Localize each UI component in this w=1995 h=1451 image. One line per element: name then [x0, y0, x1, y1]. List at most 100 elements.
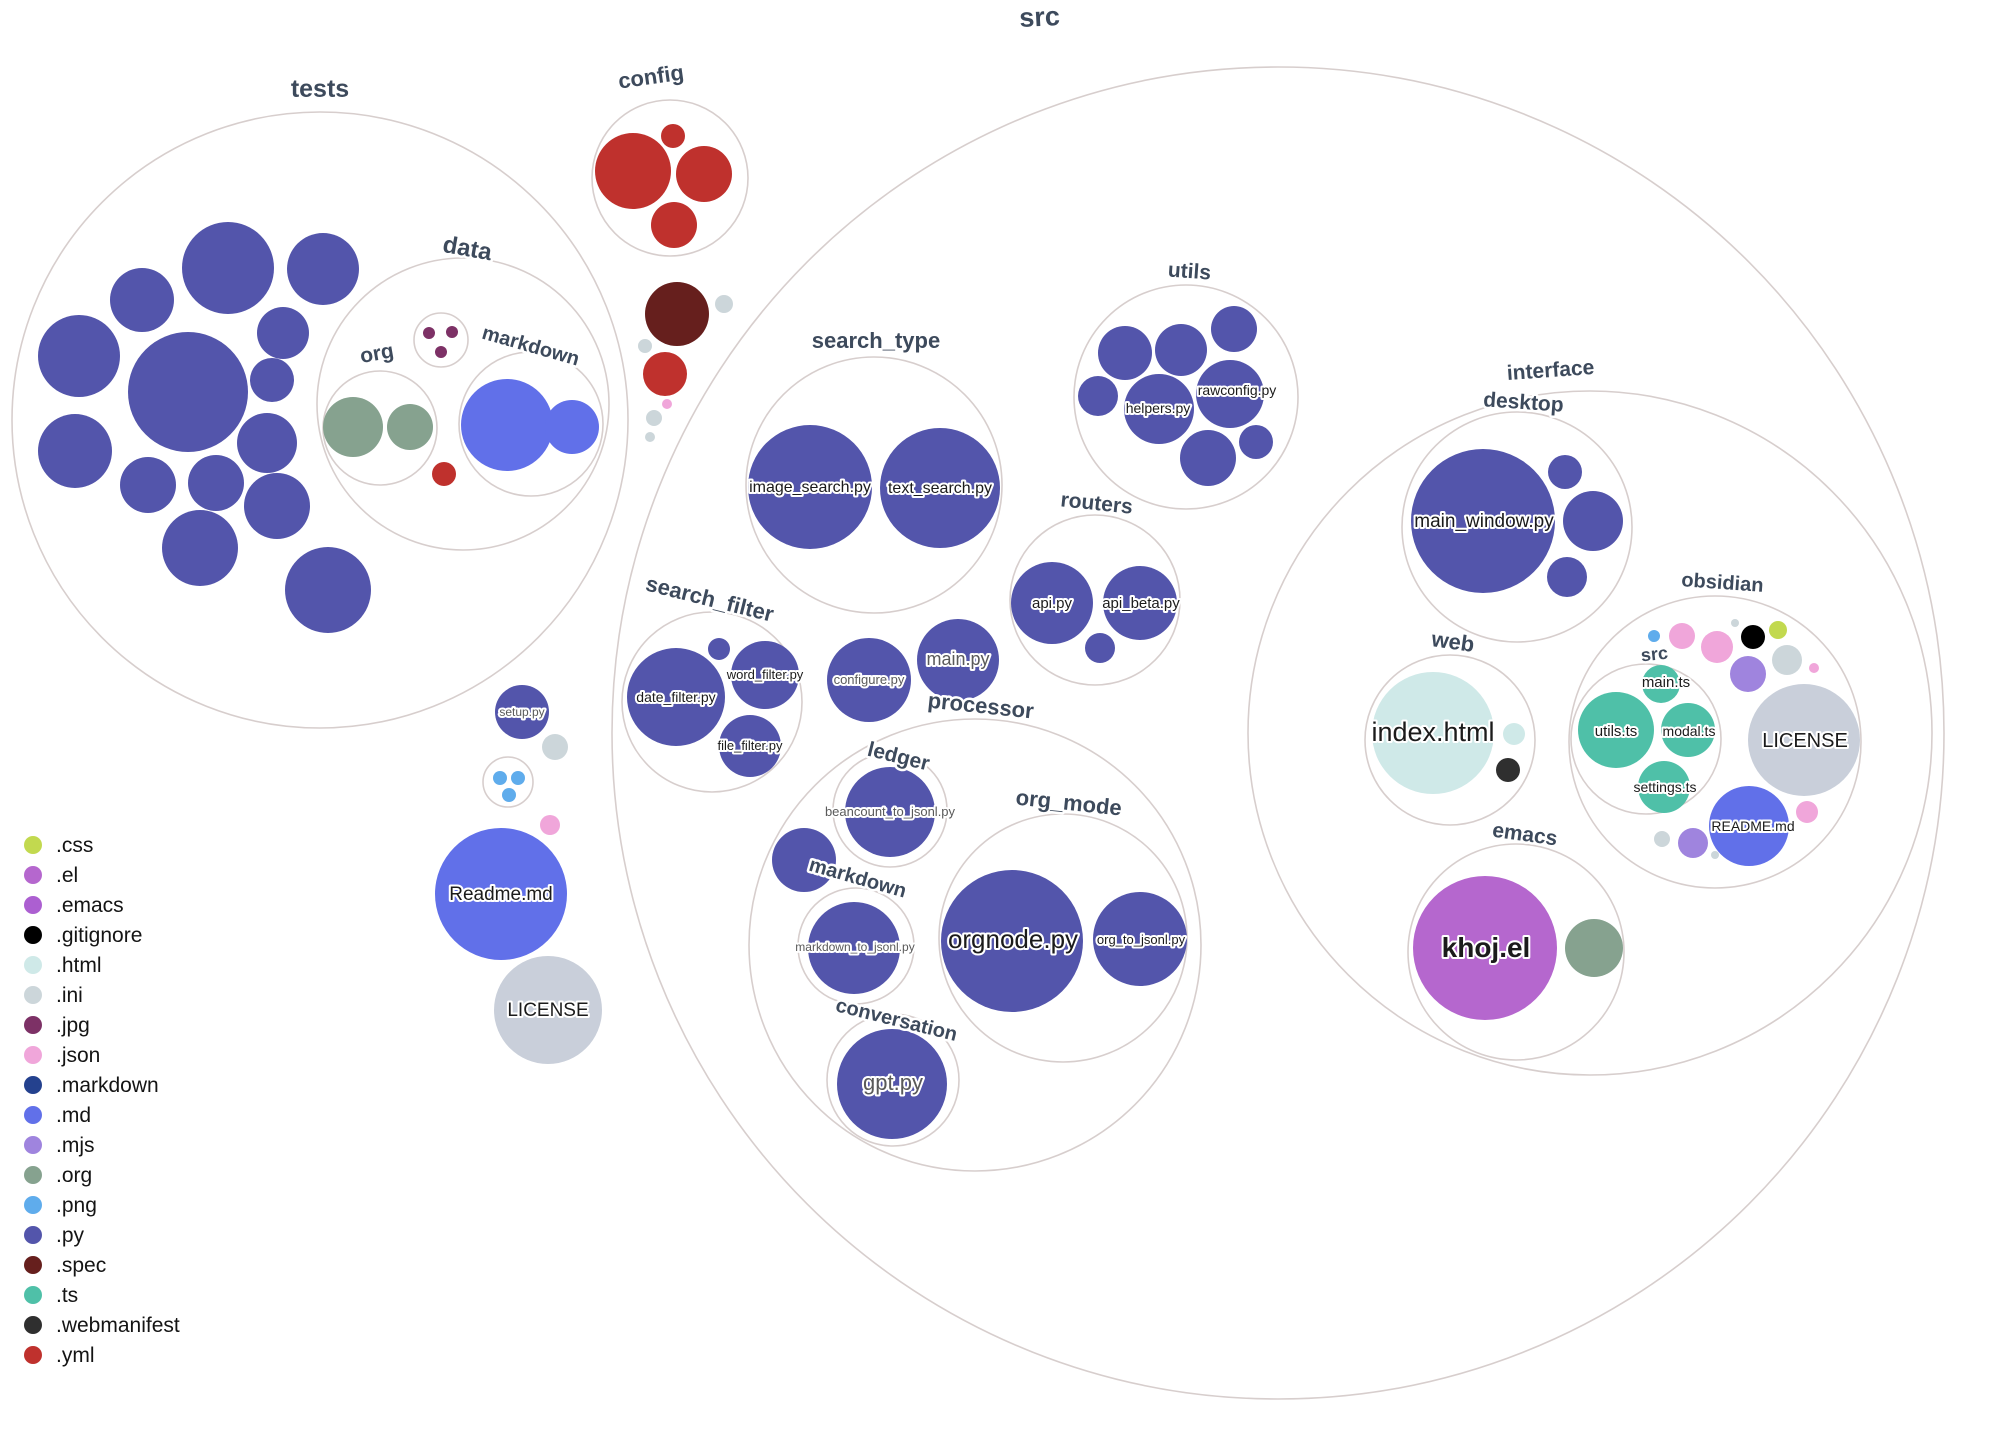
file-circle-jpg — [446, 326, 458, 338]
legend-label-gitignore: .gitignore — [56, 924, 142, 947]
legend-label-yml: .yml — [56, 1344, 95, 1367]
folder-label-src: src — [1018, 1, 1060, 33]
legend-swatch-yml — [24, 1346, 42, 1364]
file-label-configure-py: configure.py — [834, 672, 905, 687]
file-circle-org — [387, 404, 433, 450]
file-circle-json — [1796, 801, 1818, 823]
legend-label-ts: .ts — [56, 1284, 78, 1307]
legend-label-md: .md — [56, 1104, 91, 1127]
file-circle-main-py — [917, 619, 999, 701]
file-circle-ini — [645, 432, 655, 442]
extension-legend: .css .el .emacs .gitignore .html .ini .j… — [24, 834, 180, 1367]
file-circle-py — [1239, 425, 1273, 459]
file-label-word-filter-py: word_filter.py — [726, 667, 804, 682]
file-circle-khoj-el — [1413, 876, 1557, 1020]
file-label-setup-py: setup.py — [499, 705, 544, 719]
legend-swatch-ini — [24, 986, 42, 1004]
legend-swatch-json — [24, 1046, 42, 1064]
file-circle-py — [162, 510, 238, 586]
file-circle-py — [1547, 557, 1587, 597]
legend-swatch-webmanifest — [24, 1316, 42, 1334]
file-label-index-html: index.html — [1371, 717, 1494, 747]
legend-swatch-emacs — [24, 896, 42, 914]
file-circle-main-window-py — [1411, 449, 1555, 593]
file-circle-yml — [676, 146, 732, 202]
legend-label-css: .css — [56, 834, 93, 857]
legend-label-spec: .spec — [56, 1254, 106, 1277]
file-circle-py — [38, 315, 120, 397]
file-circle-helpers-py — [1124, 374, 1194, 444]
legend-swatch-markdown — [24, 1076, 42, 1094]
file-circle-py — [182, 222, 274, 314]
file-circle-yml — [432, 462, 456, 486]
root-files — [435, 282, 733, 1064]
file-circle-ini — [715, 295, 733, 313]
file-circle-py — [38, 414, 112, 488]
legend-label-json: .json — [56, 1044, 100, 1067]
file-circle-md — [461, 379, 553, 471]
file-circle-readme-root — [435, 828, 567, 960]
folder-label-config: config — [617, 60, 686, 94]
legend-label-html: .html — [56, 954, 102, 977]
file-circle-yml — [661, 124, 685, 148]
file-circle-json — [1809, 663, 1819, 673]
legend-swatch-html — [24, 956, 42, 974]
file-label-file-filter-py: file_filter.py — [717, 738, 783, 753]
file-circle-rawconfig-py — [1196, 360, 1264, 428]
file-label-main-window-py: main_window.py — [1414, 511, 1554, 532]
file-circle-spec — [645, 282, 709, 346]
file-label-main-ts: main.ts — [1642, 674, 1690, 691]
folder-label-tests: tests — [291, 75, 349, 103]
file-label-image-search-py: image_search.py — [749, 479, 871, 496]
file-circle-ini — [638, 339, 652, 353]
file-label-beancount-to-jsonl-py: beancount_to_jsonl.py — [825, 804, 956, 819]
file-label-license-obsidian: LICENSE — [1762, 730, 1848, 752]
file-circle-py — [285, 547, 371, 633]
file-label-utils-ts: utils.ts — [1595, 723, 1638, 740]
file-circle-index-html — [1372, 672, 1494, 794]
search-type-group — [745, 356, 1003, 614]
processor-group — [748, 718, 1202, 1172]
file-circle-ini — [1711, 851, 1719, 859]
file-circle-beancount-to-jsonl-py — [845, 767, 935, 857]
legend-swatch-css — [24, 836, 42, 854]
file-label-readme-obsidian: README.md — [1711, 818, 1794, 834]
file-circle-api-beta-py — [1103, 566, 1177, 640]
file-circle-py — [244, 473, 310, 539]
file-circle-py — [287, 233, 359, 305]
file-circle-ini — [1654, 831, 1670, 847]
folder-label-utils: utils — [1167, 259, 1212, 285]
file-circle-jpg — [423, 327, 435, 339]
legend-swatch-spec — [24, 1256, 42, 1274]
legend-swatch-el — [24, 866, 42, 884]
file-circle-py — [128, 332, 248, 452]
file-circle-py — [1078, 376, 1118, 416]
file-circle-json — [540, 815, 560, 835]
legend-swatch-org — [24, 1166, 42, 1184]
interface-group — [1247, 390, 1933, 1076]
file-circle-markdown-to-jsonl-py — [808, 902, 900, 994]
file-circle-ini — [1731, 619, 1739, 627]
file-circle-py — [120, 457, 176, 513]
file-circle-py — [110, 268, 174, 332]
data-folder-group — [316, 257, 610, 551]
file-circle-date-filter-py — [627, 648, 725, 746]
file-circle-py — [1098, 326, 1152, 380]
file-circle-gpt-py — [837, 1029, 947, 1139]
file-circle-ini — [542, 734, 568, 760]
file-circle-json — [1669, 623, 1695, 649]
file-circle-readme-obsidian — [1709, 786, 1789, 866]
file-circle-ini — [1772, 645, 1802, 675]
file-circle-py — [188, 455, 244, 511]
file-circle-gitignore — [1741, 625, 1765, 649]
search-filter-group — [621, 611, 803, 793]
file-circle-py — [1155, 324, 1207, 376]
file-circle-py — [257, 307, 309, 359]
file-circle-py — [1085, 633, 1115, 663]
file-circle-webmanifest — [1496, 758, 1520, 782]
file-circle-license-root — [494, 956, 602, 1064]
file-circle-png — [1648, 630, 1660, 642]
legend-swatch-md — [24, 1106, 42, 1124]
file-circle-json — [1701, 631, 1733, 663]
